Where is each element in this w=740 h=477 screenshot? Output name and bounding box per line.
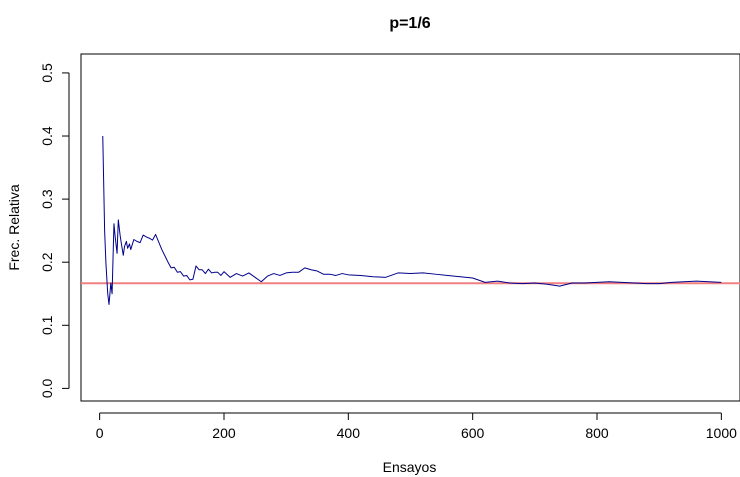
y-tick-label: 0.1 [39, 315, 55, 335]
y-axis-title: Frec. Relativa [6, 184, 22, 271]
x-tick-label: 0 [96, 425, 104, 441]
y-tick-label: 0.0 [39, 378, 55, 398]
x-tick-label: 800 [585, 425, 609, 441]
x-tick-label: 200 [212, 425, 236, 441]
x-axis-title: Ensayos [383, 459, 437, 475]
x-tick-label: 400 [337, 425, 361, 441]
y-tick-label: 0.4 [39, 126, 55, 146]
y-tick-label: 0.5 [39, 63, 55, 83]
chart-title: p=1/6 [389, 15, 430, 32]
x-axis: 0 200 400 600 800 1000 [96, 412, 737, 441]
y-tick-label: 0.2 [39, 252, 55, 272]
y-axis: 0.0 0.1 0.2 0.3 0.4 0.5 [39, 63, 70, 398]
x-tick-label: 600 [461, 425, 485, 441]
series-line-1 [102, 136, 722, 305]
x-tick-label: 1000 [706, 425, 737, 441]
y-tick-label: 0.3 [39, 189, 55, 209]
plot-frame [80, 53, 740, 402]
